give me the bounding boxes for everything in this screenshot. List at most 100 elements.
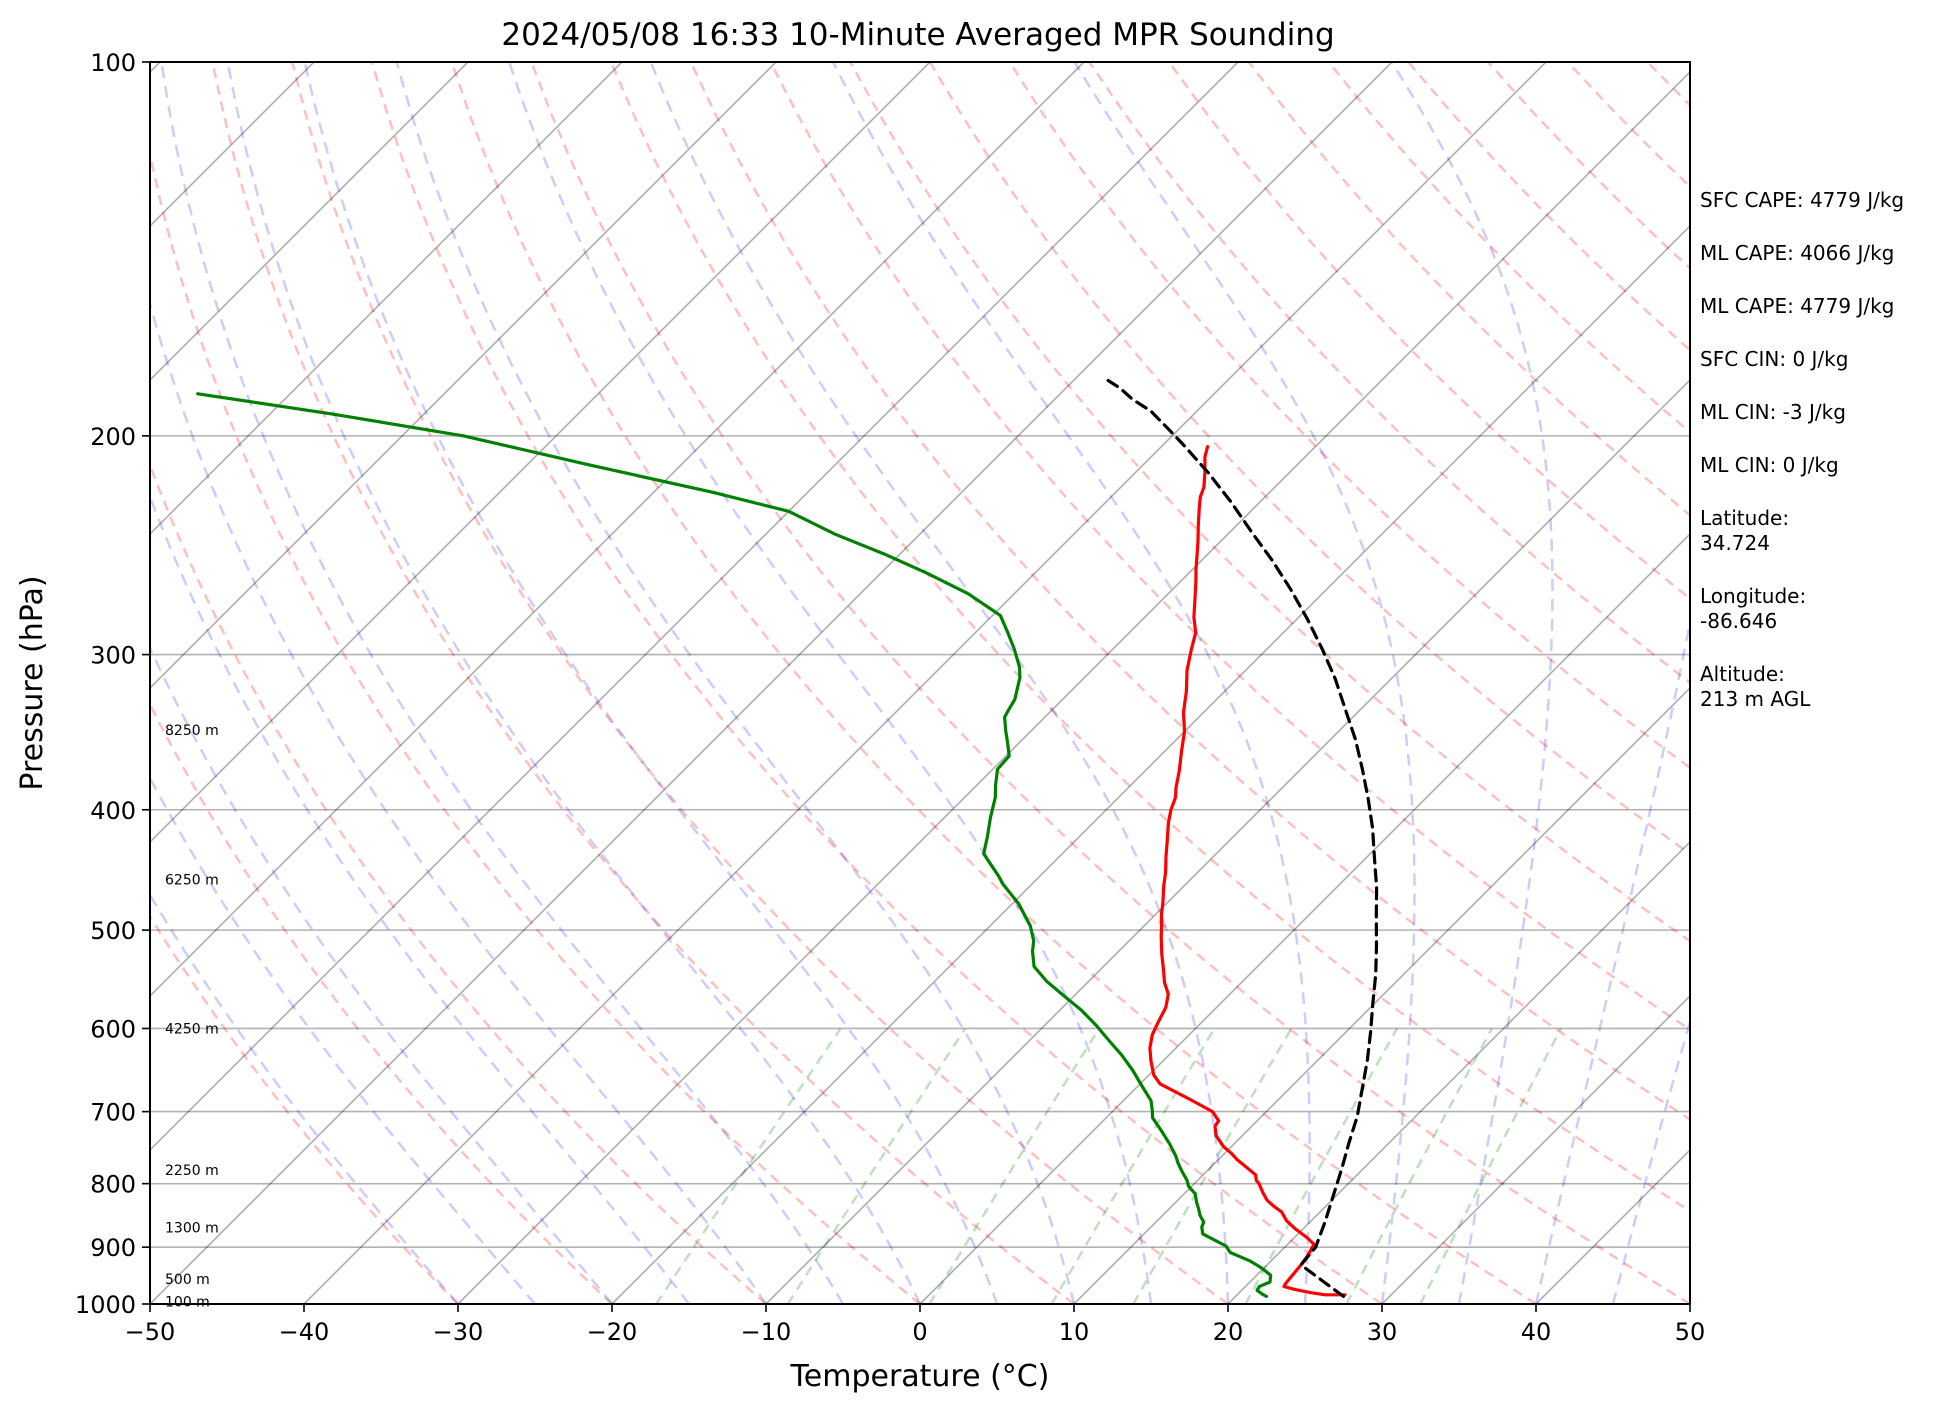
mixing-ratio-line <box>1345 1027 1493 1304</box>
height-label: 6250 m <box>165 872 219 888</box>
dry-adiabat <box>150 148 921 1304</box>
mixing-ratio-line <box>1419 1027 1563 1304</box>
moist-adiabat <box>303 62 999 1304</box>
dry-adiabat <box>150 914 459 1304</box>
mixing-ratio-line <box>928 1027 1101 1304</box>
x-tick-label: −40 <box>279 1318 330 1346</box>
moist-adiabat <box>1390 62 1554 1304</box>
background-lines <box>150 62 1690 1304</box>
isotherm <box>150 62 623 536</box>
dry-adiabat <box>1088 62 1690 685</box>
info-item: ML CIN: 0 J/kg <box>1700 453 1839 477</box>
info-item: ML CAPE: 4066 J/kg <box>1700 241 1895 265</box>
x-tick-label: 0 <box>912 1318 927 1346</box>
isotherm <box>303 62 1547 1304</box>
height-label: 2250 m <box>165 1163 219 1179</box>
info-item: SFC CAPE: 4779 J/kg <box>1700 188 1905 212</box>
info-item: ML CAPE: 4779 J/kg <box>1700 294 1895 318</box>
mixing-ratio-line <box>1132 1027 1293 1304</box>
y-tick-label: 600 <box>90 1015 136 1043</box>
y-tick-label: 300 <box>90 642 136 670</box>
isotherm <box>457 70 1690 1304</box>
chart-title: 2024/05/08 16:33 10-Minute Averaged MPR … <box>501 17 1334 53</box>
height-label: 500 m <box>165 1272 210 1288</box>
x-axis: −50 −40 −30 −20 −10 0 10 20 30 40 50 <box>125 1304 1706 1346</box>
y-tick-label: 700 <box>90 1099 136 1127</box>
moist-adiabat <box>649 62 1230 1304</box>
moist-adiabat <box>150 892 459 1304</box>
dry-adiabat <box>769 62 1690 1032</box>
x-tick-label: −20 <box>587 1318 638 1346</box>
isotherm <box>150 62 931 844</box>
info-item: SFC CIN: 0 J/kg <box>1700 347 1849 371</box>
dry-adiabat <box>609 62 1690 1213</box>
y-tick-label: 900 <box>90 1234 136 1262</box>
isotherm <box>150 62 1393 1304</box>
dry-adiabat <box>689 62 1690 1121</box>
moist-adiabat <box>160 62 845 1304</box>
y-tick-label: 400 <box>90 797 136 825</box>
height-label: 100 m <box>165 1294 210 1310</box>
moist-adiabat <box>1534 616 1690 1304</box>
mixing-ratio-line <box>1050 1027 1216 1304</box>
height-label: 8250 m <box>165 723 219 739</box>
x-tick-label: −10 <box>741 1318 792 1346</box>
dry-adiabat <box>150 701 613 1304</box>
y-tick-label: 200 <box>90 423 136 451</box>
isotherm <box>150 62 1239 1152</box>
x-tick-label: 10 <box>1059 1318 1090 1346</box>
x-tick-label: 40 <box>1521 1318 1552 1346</box>
info-item: Latitude: 34.724 <box>1700 506 1790 555</box>
isotherm <box>1073 686 1690 1304</box>
isotherm <box>150 62 777 690</box>
dewpoint-profile <box>196 392 1273 1299</box>
sounding-info-panel: SFC CAPE: 4779 J/kg ML CAPE: 4066 J/kg ML … <box>1700 188 1930 740</box>
parcel-profile <box>1104 377 1379 1299</box>
moist-adiabat <box>226 62 922 1304</box>
x-tick-label: 30 <box>1367 1318 1398 1346</box>
height-label: 4250 m <box>165 1021 219 1037</box>
dry-adiabat <box>450 62 1537 1304</box>
y-axis: 100 200 300 400 500 600 700 800 900 1000 <box>75 49 150 1319</box>
sounding-series <box>196 377 1379 1299</box>
x-tick-label: −30 <box>433 1318 484 1346</box>
info-item: Longitude: -86.646 <box>1700 584 1807 633</box>
x-tick-label: −50 <box>125 1318 176 1346</box>
isotherm <box>150 62 1085 998</box>
moist-adiabat <box>831 62 1311 1304</box>
height-labels: 8250 m 6250 m 4250 m 2250 m 1300 m 500 m 100 m <box>165 723 219 1310</box>
moist-adiabat <box>395 62 1076 1304</box>
moist-adiabat <box>150 493 690 1304</box>
dry-adiabat <box>150 462 767 1304</box>
temperature-profile <box>1148 445 1347 1297</box>
isotherm <box>1381 994 1690 1304</box>
dry-adiabat <box>928 62 1690 856</box>
dry-adiabat <box>530 62 1690 1304</box>
moist-adiabat <box>508 62 1153 1304</box>
moist-adiabat <box>1611 1016 1690 1304</box>
isotherm <box>150 62 469 382</box>
info-item: Altitude: 213 m AGL <box>1700 662 1811 711</box>
plot-frame <box>149 61 1691 1305</box>
isotherm <box>919 532 1690 1304</box>
y-tick-label: 800 <box>90 1171 136 1199</box>
height-label: 1300 m <box>165 1221 219 1237</box>
dry-adiabat <box>211 62 1075 1304</box>
isotherm <box>1227 840 1690 1304</box>
moist-adiabat <box>1073 62 1416 1304</box>
pressure-gridlines <box>150 61 1690 1305</box>
y-tick-label: 500 <box>90 917 136 945</box>
mixing-ratio-line <box>786 1027 967 1304</box>
isotherm <box>765 378 1690 1304</box>
info-item: ML CIN: -3 J/kg <box>1700 400 1846 424</box>
mixing-ratio-line <box>655 1027 842 1304</box>
x-tick-label: 50 <box>1675 1318 1706 1346</box>
y-axis-title: Pressure (hPa) <box>15 575 50 790</box>
x-axis-title: Temperature (°C) <box>790 1359 1050 1394</box>
y-tick-label: 1000 <box>75 1291 136 1319</box>
moist-adiabat <box>150 299 768 1304</box>
isotherm <box>611 224 1690 1304</box>
x-tick-label: 20 <box>1213 1318 1244 1346</box>
y-tick-label: 100 <box>90 49 136 77</box>
